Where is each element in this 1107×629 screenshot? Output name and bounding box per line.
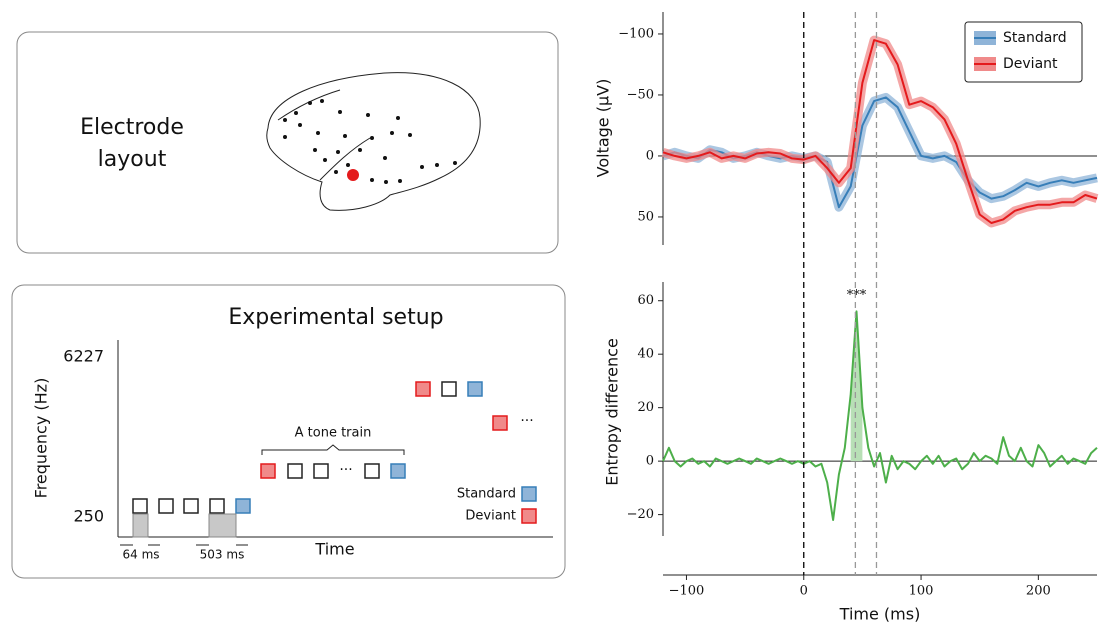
legend-deviant-swatch xyxy=(521,508,537,524)
gap-shade xyxy=(132,513,149,538)
electrode xyxy=(298,123,302,127)
electrode xyxy=(408,133,412,137)
brain-outline xyxy=(266,72,481,211)
electrode xyxy=(334,170,338,174)
tone xyxy=(183,498,199,514)
tone xyxy=(287,463,303,479)
x-tick-label: −100 xyxy=(669,584,705,599)
panel-frame xyxy=(11,284,566,579)
annotation: *** xyxy=(847,288,867,303)
panel-title: Experimental setup xyxy=(228,305,443,330)
y-tick-label: 0 xyxy=(646,148,654,163)
tone xyxy=(441,381,457,397)
sulcus xyxy=(277,89,341,121)
series-line xyxy=(662,310,1098,521)
gap-label: 503 ms xyxy=(200,548,245,562)
x-tick-label: 100 xyxy=(909,584,934,599)
electrode xyxy=(370,178,374,182)
y-tick-label: −20 xyxy=(627,507,654,522)
gap-shade xyxy=(208,513,237,538)
electrode xyxy=(308,101,312,105)
tone xyxy=(209,498,225,514)
electrode xyxy=(294,111,298,115)
tone-deviant xyxy=(492,415,508,431)
legend-label: Deviant xyxy=(1003,56,1058,72)
tone-standard xyxy=(235,498,251,514)
significance-shade xyxy=(850,311,863,462)
train-label: A tone train xyxy=(295,426,372,441)
electrode xyxy=(435,163,439,167)
tone-deviant xyxy=(415,381,431,397)
y-tick-label: −100 xyxy=(618,26,654,41)
tone-standard xyxy=(390,463,406,479)
tone xyxy=(313,463,329,479)
axis-label: Frequency (Hz) xyxy=(32,378,51,499)
sulcus xyxy=(319,137,371,181)
series-line xyxy=(662,39,1098,224)
electrode xyxy=(313,148,317,152)
panel-title: layout xyxy=(98,147,167,172)
electrode xyxy=(398,179,402,183)
y-tick-label: 60 xyxy=(637,293,654,308)
electrode xyxy=(336,150,340,154)
electrode xyxy=(346,163,350,167)
legend-label: Standard xyxy=(1003,30,1067,46)
gap-label: 64 ms xyxy=(122,548,159,562)
gap-arrows xyxy=(120,444,405,546)
x-tick-label: 0 xyxy=(800,584,808,599)
axis-value: 6227 xyxy=(63,347,104,366)
electrode xyxy=(384,180,388,184)
y-tick-label: 20 xyxy=(637,400,654,415)
y-axis-label: Entropy difference xyxy=(603,338,622,486)
electrode xyxy=(396,116,400,120)
panel-title: Electrode xyxy=(80,115,184,140)
electrode xyxy=(358,148,362,152)
electrode xyxy=(283,118,287,122)
brace xyxy=(261,444,405,455)
y-tick-label: 0 xyxy=(646,454,654,469)
electrode xyxy=(316,131,320,135)
electrode xyxy=(283,135,287,139)
panel-frame xyxy=(16,31,559,254)
legend-label: Standard xyxy=(457,487,516,502)
electrode xyxy=(370,136,374,140)
tone xyxy=(364,463,380,479)
ellipsis: ··· xyxy=(520,413,533,429)
electrode xyxy=(390,131,394,135)
y-tick-label: 40 xyxy=(637,347,654,362)
electrodes xyxy=(283,99,457,184)
selected-electrode xyxy=(347,169,359,181)
x-tick-label: 200 xyxy=(1026,584,1051,599)
axis-value: 250 xyxy=(73,507,104,526)
electrode xyxy=(383,156,387,160)
tone xyxy=(132,498,148,514)
electrode xyxy=(420,165,424,169)
y-axis-label: Voltage (μV) xyxy=(594,79,613,178)
electrode xyxy=(453,161,457,165)
y-tick-label: 50 xyxy=(637,209,654,224)
electrode xyxy=(323,158,327,162)
legend: Standard Deviant xyxy=(964,21,1083,83)
legend-label: Deviant xyxy=(465,509,516,524)
tone xyxy=(158,498,174,514)
x-axis-label: Time (ms) xyxy=(839,605,921,624)
electrode xyxy=(343,134,347,138)
brain-outline xyxy=(266,72,481,211)
tone-deviant xyxy=(260,463,276,479)
electrode xyxy=(320,99,324,103)
ellipsis: ··· xyxy=(339,462,352,478)
axis-label: Time xyxy=(314,540,354,559)
legend-standard-swatch xyxy=(521,486,537,502)
error-band xyxy=(661,92,1098,212)
electrode xyxy=(338,110,342,114)
y-tick-label: −50 xyxy=(627,87,654,102)
tone-boxes xyxy=(132,381,537,524)
electrode xyxy=(366,113,370,117)
tone-standard xyxy=(467,381,483,397)
